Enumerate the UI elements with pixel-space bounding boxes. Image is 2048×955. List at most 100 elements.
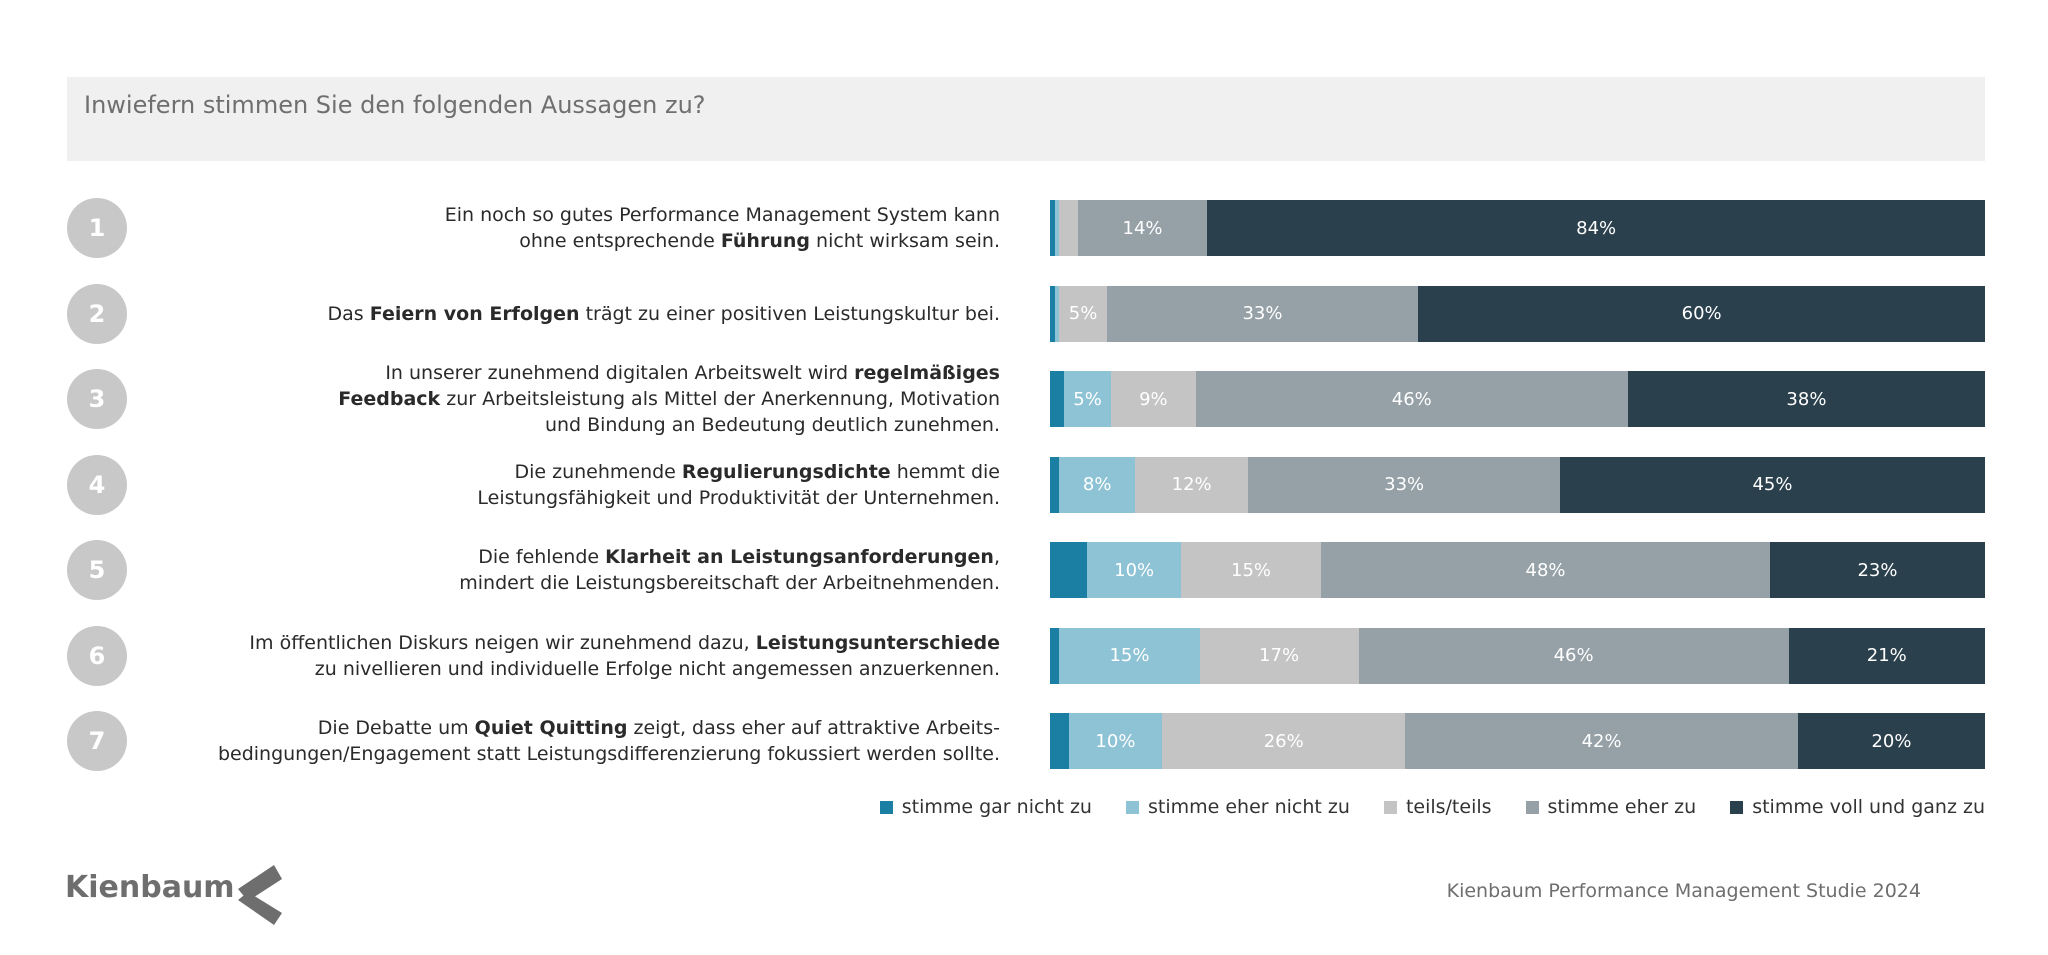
legend-item: stimme gar nicht zu [879,796,1092,818]
bar-segment: 15% [1059,627,1200,684]
bar-segment: 14% [1077,200,1208,256]
legend-swatch [1125,800,1139,814]
bar-segment: 60% [1418,285,1985,342]
data-label: 21% [1866,645,1907,666]
statement-number: 4 [67,454,127,515]
statement-text: Die Debatte um Quiet Quitting zeigt, das… [100,713,1000,769]
statement-line: Leistungsfähigkeit und Produktivität der… [477,485,1000,511]
statement-fragment: Das [327,302,370,325]
statement-text: Im öffentlichen Diskurs neigen wir zuneh… [100,628,1000,684]
legend-label: stimme voll und ganz zu [1752,796,1985,818]
bar-segment [1054,200,1060,256]
data-label: 10% [1114,559,1155,581]
footer-source: Kienbaum Performance Management Studie 2… [1446,880,1921,902]
bar-segment: 48% [1321,542,1770,598]
stacked-bar: 5% 9% 46% 38% [1050,371,1985,427]
data-label: 23% [1857,559,1898,581]
data-label: 12% [1171,474,1212,495]
statement-keyword: Quiet Quitting [474,717,628,739]
bar-segment: 5% [1059,285,1107,342]
data-label: 14% [1122,217,1163,239]
bar-segment: 15% [1180,542,1322,598]
bar-segment [1054,285,1060,342]
data-label: 48% [1525,559,1566,581]
statement-fragment: Im öffentlichen Diskurs neigen wir zuneh… [249,631,756,654]
bar-segment: 10% [1087,542,1181,598]
chart-legend: stimme gar nicht zu stimme eher nicht zu t… [879,796,1985,818]
statement-fragment: In unserer zunehmend digitalen Arbeitswe… [385,362,855,384]
legend-swatch [1525,800,1539,814]
chart-row: 1 Ein noch so gutes Performance Managemen… [0,198,2048,258]
data-label: 84% [1576,217,1617,239]
statement-number: 6 [67,625,127,686]
data-label: 33% [1384,474,1425,495]
data-label: 46% [1553,645,1594,666]
legend-item: stimme eher nicht zu [1125,796,1350,818]
bar-segment: 46% [1358,627,1789,684]
statement-number: 3 [67,369,127,429]
statement-fragment: ohne entsprechende [519,230,721,252]
statement-fragment: Ein noch so gutes Performance Management… [444,204,1000,226]
bar-segment: 17% [1199,627,1359,684]
statement-fragment: mindert die Leistungsbereitschaft der Ar… [459,572,1000,594]
kienbaum-logo-icon [238,865,282,925]
statement-line: Die Debatte um Quiet Quitting zeigt, das… [318,715,1000,741]
bar-segment [1050,542,1088,598]
chart-row: 6 Im öffentlichen Diskurs neigen wir zune… [0,625,2048,686]
bar-segment: 33% [1248,456,1560,513]
data-label: 45% [1752,474,1793,495]
chart-row: 7 Die Debatte um Quiet Quitting zeigt, da… [0,711,2048,771]
bar-segment: 10% [1068,713,1163,769]
legend-item: stimme eher zu [1525,796,1697,818]
brand-name: Kienbaum [65,870,235,905]
chart-row: 3 In unserer zunehmend digitalen Arbeitsw… [0,362,2048,436]
statement-keyword: Regulierungsdichte [681,460,891,483]
data-label: 46% [1391,388,1432,410]
bar-segment [1050,456,1060,513]
statement-text: In unserer zunehmend digitalen Arbeitswe… [100,362,1000,436]
legend-swatch [1383,800,1397,814]
data-label: 5% [1068,303,1098,324]
statement-fragment: zu nivellieren und individuelle Erfolge … [314,657,1000,680]
statement-line: Ein noch so gutes Performance Management… [445,202,1000,228]
statement-fragment: nicht wirksam sein. [809,230,1000,252]
statement-line: bedingungen/Engagement statt Leistungsdi… [218,741,1000,767]
data-label: 20% [1871,730,1912,752]
legend-label: stimme eher zu [1547,796,1697,818]
stacked-bar: 14% 84% [1050,200,1985,256]
stacked-bar: 5% 33% 60% [1050,285,1985,342]
stacked-bar: 8% 12% 33% 45% [1050,456,1985,513]
data-label: 42% [1581,730,1622,752]
bar-segment: 8% [1059,456,1135,513]
statement-keyword: Feedback [338,388,441,410]
statement-keyword: regelmäßiges [854,362,1000,384]
statement-keyword: Klarheit an Leistungsanforderungen [605,546,994,568]
legend-item: teils/teils [1383,796,1492,818]
bar-segment: 23% [1769,542,1985,598]
statement-line: Die fehlende Klarheit an Leistungsanford… [478,544,1000,570]
data-label: 5% [1073,388,1102,410]
data-label: 15% [1231,559,1272,581]
data-label: 15% [1109,645,1150,666]
data-label: 8% [1082,474,1112,495]
legend-item: stimme voll und ganz zu [1730,796,1985,818]
statement-fragment: Leistungsfähigkeit und Produktivität der… [477,486,1000,509]
statement-number: 7 [67,711,127,771]
statement-fragment: trägt zu einer positiven Leistungskultur… [579,302,1000,325]
chart-row: 5 Die fehlende Klarheit an Leistungsanfor… [0,540,2048,600]
data-label: 26% [1263,730,1304,752]
data-label: 9% [1139,388,1168,410]
bar-segment: 45% [1559,456,1985,513]
statement-fragment: bedingungen/Engagement statt Leistungsdi… [217,743,1000,765]
bar-segment: 46% [1195,371,1628,427]
legend-label: stimme gar nicht zu [901,796,1092,818]
statement-fragment: Die fehlende [478,546,606,568]
bar-segment: 33% [1106,285,1419,342]
stacked-bar: 15% 17% 46% 21% [1050,627,1985,684]
statement-keyword: Leistungsunterschiede [755,631,1000,654]
statement-number: 2 [67,283,127,344]
bar-segment [1050,627,1060,684]
statement-line: ohne entsprechende Führung nicht wirksam… [519,228,1000,254]
bar-segment [1050,285,1055,342]
bar-segment: 21% [1788,627,1985,684]
